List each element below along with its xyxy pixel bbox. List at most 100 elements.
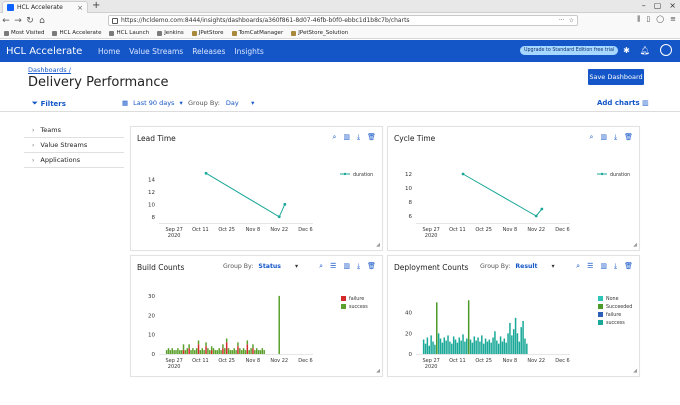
bar-success[interactable] bbox=[503, 338, 506, 355]
bar-success[interactable] bbox=[165, 350, 168, 354]
bar-success[interactable] bbox=[218, 348, 220, 354]
bar-success[interactable] bbox=[452, 336, 455, 354]
data-point[interactable] bbox=[283, 202, 287, 206]
bar-success[interactable] bbox=[512, 329, 515, 354]
bar-success[interactable] bbox=[188, 344, 190, 349]
bar-success[interactable] bbox=[475, 340, 477, 354]
bar-success[interactable] bbox=[428, 345, 431, 354]
delete-icon[interactable]: 🗑︎ bbox=[367, 262, 376, 270]
bar-success[interactable] bbox=[182, 344, 185, 351]
close-tab-icon[interactable]: × bbox=[77, 3, 83, 12]
bar-success[interactable] bbox=[492, 337, 494, 354]
bar-failure[interactable] bbox=[210, 350, 213, 354]
bar-success[interactable] bbox=[177, 348, 179, 354]
bookmark-star-icon[interactable]: ☆ bbox=[568, 17, 574, 24]
bar-success[interactable] bbox=[220, 350, 222, 354]
home-icon[interactable]: ⌂ bbox=[39, 15, 45, 26]
chart-type-icon[interactable]: ▥ bbox=[343, 262, 350, 270]
bar-success[interactable] bbox=[481, 335, 483, 354]
group-by-status-dropdown[interactable]: Status ▾ bbox=[258, 263, 299, 270]
download-icon[interactable]: ⤓ bbox=[357, 262, 361, 270]
bar-success[interactable] bbox=[212, 348, 215, 354]
bar-success[interactable] bbox=[496, 340, 498, 354]
data-point[interactable] bbox=[534, 214, 538, 218]
bar-success[interactable] bbox=[488, 339, 491, 354]
download-icon[interactable]: ⤓ bbox=[614, 262, 618, 270]
bar-success[interactable] bbox=[445, 340, 447, 354]
bar-success[interactable] bbox=[201, 348, 204, 354]
bar-success[interactable] bbox=[526, 343, 528, 354]
resize-handle-icon[interactable]: ◢ bbox=[633, 368, 637, 374]
data-point[interactable] bbox=[461, 172, 465, 176]
sidebar-item-value-streams[interactable]: › Value Streams bbox=[24, 138, 124, 153]
bookmark-tomcatmanager[interactable]: TomCatManager bbox=[231, 30, 283, 36]
nav-value-streams[interactable]: Value Streams bbox=[129, 46, 184, 56]
bookmark-hcl-launch[interactable]: HCL Launch bbox=[109, 30, 149, 36]
delete-icon[interactable]: 🗑︎ bbox=[624, 262, 633, 270]
bar-success[interactable] bbox=[240, 350, 243, 354]
bar-success[interactable] bbox=[454, 339, 457, 354]
zoom-icon[interactable]: ⌕ bbox=[589, 133, 594, 141]
bar-success[interactable] bbox=[235, 350, 237, 354]
bookmark-most-visited[interactable]: Most Visited bbox=[4, 30, 44, 36]
bar-success[interactable] bbox=[477, 337, 479, 354]
bar-success[interactable] bbox=[432, 341, 434, 354]
bar-success[interactable] bbox=[509, 323, 511, 354]
bar-success[interactable] bbox=[424, 343, 427, 354]
group-by-result-dropdown[interactable]: Result ▾ bbox=[515, 263, 555, 270]
bar-success[interactable] bbox=[507, 333, 509, 354]
bar-success[interactable] bbox=[462, 334, 464, 354]
bar-success[interactable] bbox=[239, 348, 241, 354]
bookmark-jenkins[interactable]: Jenkins bbox=[157, 30, 184, 36]
bar-success[interactable] bbox=[522, 320, 524, 354]
bar-success[interactable] bbox=[466, 338, 468, 355]
bar-success[interactable] bbox=[524, 338, 526, 355]
account-icon[interactable]: ◯ bbox=[656, 15, 665, 23]
bar-success[interactable] bbox=[252, 344, 254, 349]
chart-type-icon[interactable]: ▥ bbox=[343, 133, 350, 141]
bar-succeeded[interactable] bbox=[436, 302, 438, 354]
bar-success[interactable] bbox=[479, 341, 481, 354]
resize-handle-icon[interactable]: ◢ bbox=[376, 368, 380, 374]
settings-gear-icon[interactable]: ✱ bbox=[623, 45, 630, 55]
bar-failure[interactable] bbox=[197, 344, 200, 354]
bar-success[interactable] bbox=[458, 337, 461, 354]
breadcrumb[interactable]: Dashboards / bbox=[28, 66, 71, 74]
sidebar-icon[interactable]: ▯ bbox=[646, 15, 651, 23]
bar-failure[interactable] bbox=[205, 346, 207, 354]
bar-success[interactable] bbox=[460, 340, 462, 354]
bar-success[interactable] bbox=[439, 338, 442, 355]
bar-success[interactable] bbox=[426, 337, 429, 354]
bar-success[interactable] bbox=[473, 336, 476, 354]
bar-success[interactable] bbox=[514, 317, 517, 354]
bookmark-hcl-accelerate[interactable]: HCL Accelerate bbox=[52, 30, 101, 36]
settings-sliders-icon[interactable]: ☰ bbox=[587, 262, 594, 270]
bar-success[interactable] bbox=[248, 350, 250, 354]
delete-icon[interactable]: 🗑︎ bbox=[367, 133, 376, 141]
bar-success[interactable] bbox=[494, 331, 496, 354]
bar-success[interactable] bbox=[484, 338, 487, 355]
menu-icon[interactable]: ≡ bbox=[670, 15, 676, 23]
bar-success[interactable] bbox=[501, 341, 504, 354]
bar-success[interactable] bbox=[169, 350, 172, 354]
data-point[interactable] bbox=[277, 215, 281, 219]
bar-success[interactable] bbox=[482, 343, 485, 354]
bar-success[interactable] bbox=[197, 340, 200, 345]
chart-type-icon[interactable]: ▥ bbox=[600, 262, 607, 270]
settings-sliders-icon[interactable]: ☰ bbox=[330, 262, 337, 270]
bar-success[interactable] bbox=[261, 348, 264, 354]
chart-type-icon[interactable]: ▥ bbox=[600, 133, 607, 141]
browser-tab[interactable]: HCL Accelerate × bbox=[2, 1, 88, 13]
bar-failure[interactable] bbox=[188, 348, 190, 354]
page-actions-icon[interactable]: ··· bbox=[558, 17, 565, 24]
data-point[interactable] bbox=[540, 207, 544, 211]
bar-success[interactable] bbox=[263, 350, 265, 354]
bar-success[interactable] bbox=[278, 295, 280, 354]
maximize-icon[interactable]: ▢ bbox=[653, 1, 662, 10]
bar-success[interactable] bbox=[255, 348, 258, 354]
bar-success[interactable] bbox=[259, 350, 262, 354]
bar-success[interactable] bbox=[173, 350, 175, 354]
bar-success[interactable] bbox=[254, 350, 256, 354]
bar-success[interactable] bbox=[227, 348, 230, 354]
data-point[interactable] bbox=[204, 171, 208, 175]
